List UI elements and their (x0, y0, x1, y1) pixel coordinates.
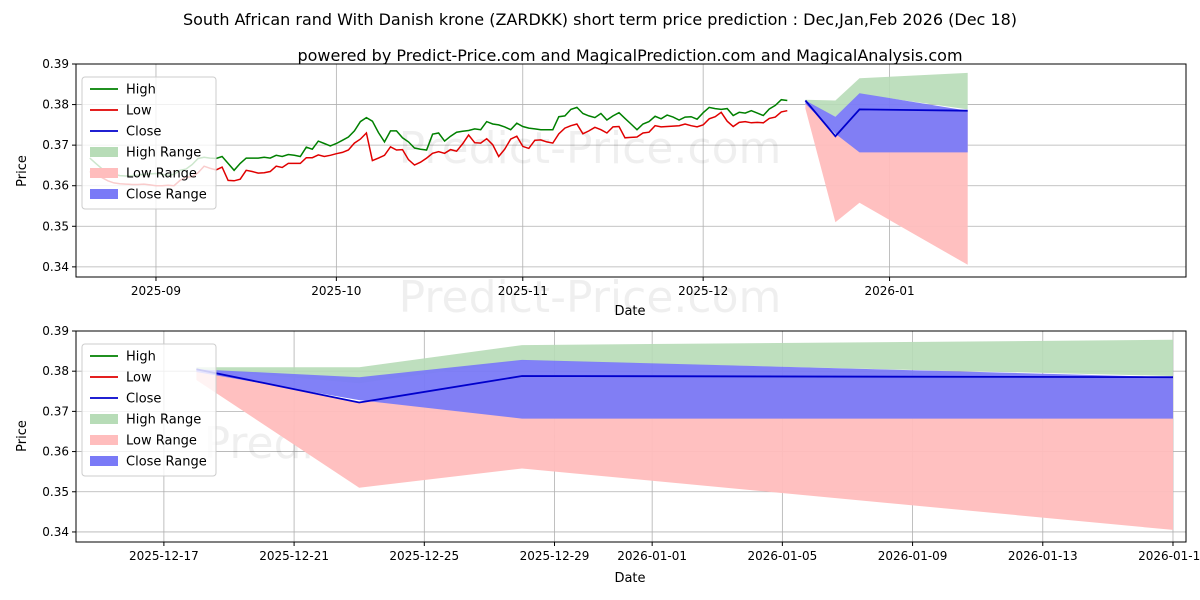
history-and-forecast-panel: Predict-Price.com Predict-Price.com 0.34… (15, 57, 1187, 323)
plot-area (89, 72, 968, 265)
legend-high-range-label: High Range (126, 413, 201, 428)
y-tick-label: 0.35 (42, 219, 69, 233)
close-series-line (196, 368, 1174, 404)
watermark: Predict-Price.com (399, 272, 782, 323)
legend-high-range-label: High Range (126, 146, 201, 161)
legend-low-label: Low (126, 104, 152, 119)
x-tick-label: 2026-01-05 (747, 549, 817, 563)
legend-high-label: High (126, 350, 156, 365)
x-tick-label: 2025-09 (131, 284, 181, 298)
x-tick-label: 2025-12-21 (259, 549, 329, 563)
y-tick-label: 0.35 (42, 485, 69, 499)
axes-frame (75, 330, 1187, 543)
axes-frame (75, 63, 1187, 278)
y-tick-label: 0.38 (42, 98, 69, 112)
x-tick-label: 2026-01-01 (617, 549, 687, 563)
y-tick-label: 0.39 (42, 57, 69, 71)
x-tick-label: 2025-12 (678, 284, 728, 298)
legend-low-range-marker (90, 168, 118, 178)
forecast-zoom-panel: Predict-Price.com Predict-Price.com 0.34… (15, 324, 1200, 586)
legend-close-range-marker (90, 189, 118, 199)
close-series-line (804, 99, 968, 138)
legend-close-range-label: Close Range (126, 455, 207, 470)
x-tick-label: 2026-01-13 (1008, 549, 1078, 563)
x-tick-label: 2026-01-17 (1138, 549, 1200, 563)
legend-low-range-label: Low Range (126, 434, 197, 449)
legend-high-label: High (126, 83, 156, 98)
x-tick-label: 2025-12-25 (389, 549, 459, 563)
y-axis-label: Price (15, 155, 30, 187)
close-range-band (196, 359, 1173, 419)
close-range-band (805, 93, 968, 153)
y-tick-label: 0.37 (42, 138, 69, 152)
x-tick-label: 2025-11 (498, 284, 548, 298)
legend: High Low Close High Range Low Range Close Ran… (81, 343, 217, 477)
legend-close-range-label: Close Range (126, 188, 207, 203)
high-range-band (805, 72, 968, 117)
x-axis: 2025-09 2025-10 2025-11 2025-12 2026-01 (131, 277, 915, 298)
x-tick-label: 2026-01 (864, 284, 914, 298)
high-range-band (196, 339, 1173, 384)
y-tick-label: 0.34 (42, 525, 69, 539)
x-axis: 2025-12-17 2025-12-21 2025-12-25 2025-12-29… (129, 542, 1200, 563)
chart-subtitle: powered by Predict-Price.com and Magical… (297, 46, 962, 65)
legend-low-label: Low (126, 371, 152, 386)
x-tick-label: 2026-01-09 (878, 549, 948, 563)
y-tick-label: 0.34 (42, 260, 69, 274)
plot-area (196, 339, 1174, 530)
y-tick-label: 0.36 (42, 445, 69, 459)
x-axis-label: Date (614, 304, 645, 319)
chart-title: South African rand With Danish krone (ZA… (183, 10, 1017, 29)
y-axis: 0.34 0.35 0.36 0.37 0.38 0.39 (42, 57, 76, 274)
x-tick-label: 2025-12-17 (129, 549, 199, 563)
y-tick-label: 0.38 (42, 364, 69, 378)
legend-close-range-marker (90, 456, 118, 466)
legend: High Low Close High Range Low Range Close Ran… (81, 76, 217, 210)
x-tick-label: 2025-12-29 (520, 549, 590, 563)
y-axis-label: Price (15, 420, 30, 452)
y-tick-label: 0.39 (42, 324, 69, 338)
x-axis-label: Date (614, 571, 645, 586)
legend-high-range-marker (90, 414, 118, 424)
y-axis: 0.34 0.35 0.36 0.37 0.38 0.39 (42, 324, 76, 539)
legend-low-range-marker (90, 435, 118, 445)
legend-low-range-label: Low Range (126, 167, 197, 182)
legend-close-label: Close (126, 392, 161, 407)
x-tick-label: 2025-10 (311, 284, 361, 298)
y-tick-label: 0.36 (42, 179, 69, 193)
legend-close-label: Close (126, 125, 161, 140)
legend-high-range-marker (90, 147, 118, 157)
y-tick-label: 0.37 (42, 404, 69, 418)
